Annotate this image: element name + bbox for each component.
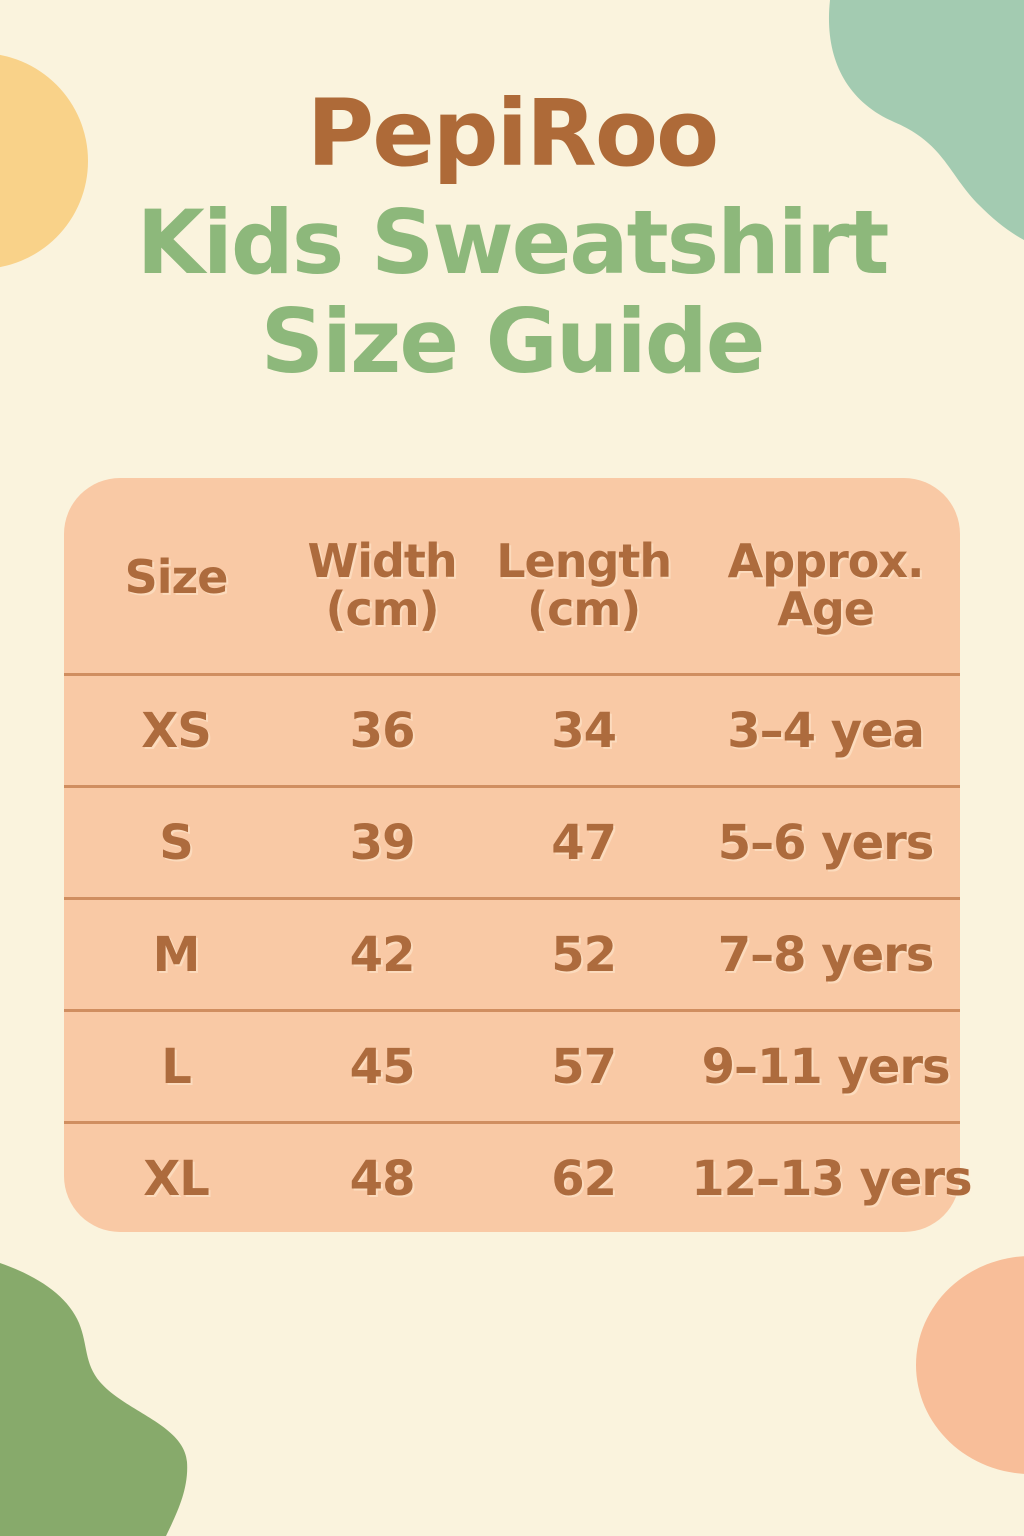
cell-width: 36 (349, 702, 416, 759)
column-header-length: Length (cm) (476, 534, 691, 673)
size-table-card: Size Width (cm) Length (cm) Approx. Age … (64, 478, 973, 1233)
brand-title: PepiRoo (306, 80, 719, 187)
cell-width: 42 (349, 926, 416, 983)
cell-length: 57 (551, 1038, 617, 1095)
cell-age: 9–11 yers (701, 1038, 951, 1095)
poster-subtitle: Kids Sweatshirt Size Guide (0, 190, 1024, 394)
table-row-xl: XL 48 62 12–13 yers (64, 1121, 973, 1233)
column-header-sub: Age (777, 581, 875, 636)
cell-age: 5–6 yers (717, 814, 935, 871)
cell-age: 7–8 yers (717, 926, 935, 983)
table-row-s: S 39 47 5–6 yers (64, 785, 960, 897)
subtitle-line-1: Kids Sweatshirt (136, 190, 890, 294)
poster-header: PepiRoo Kids Sweatshirt Size Guide (0, 80, 1024, 394)
cell-length: 47 (551, 814, 617, 871)
cell-size: M (152, 926, 201, 983)
size-table-header-row: Size Width (cm) Length (cm) Approx. Age (64, 478, 960, 673)
subtitle-line-2: Size Guide (260, 290, 766, 394)
green-blob-bottom-left (0, 1263, 188, 1536)
column-header-sub: (cm) (325, 581, 439, 636)
table-row-xs: XS 36 34 3–4 yea (64, 673, 960, 785)
column-header-label: Length (496, 534, 672, 588)
cell-width: 48 (349, 1150, 416, 1207)
column-header-age: Approx. Age (691, 534, 960, 673)
column-header-size: Size (64, 538, 288, 673)
column-header-label: Width (307, 534, 457, 588)
table-row-m: M 42 52 7–8 yers (64, 897, 960, 1009)
column-header-label: Approx. (727, 534, 925, 588)
cell-length: 34 (551, 702, 617, 759)
table-row-l: L 45 57 9–11 yers (64, 1009, 960, 1121)
teal-blob-top-right (828, 0, 1024, 240)
cell-width: 45 (349, 1038, 416, 1095)
column-header-width: Width (cm) (288, 534, 476, 673)
cell-size: L (161, 1038, 192, 1095)
cell-age: 3–4 yea (727, 702, 925, 759)
cell-length: 52 (551, 926, 617, 983)
column-header-sub: (cm) (527, 581, 641, 636)
cell-age: 12–13 yers (691, 1150, 972, 1207)
column-header-label: Size (124, 550, 229, 604)
cell-size: XS (141, 702, 212, 759)
cell-size: S (159, 814, 194, 871)
cell-length: 62 (551, 1150, 617, 1207)
cell-size: XL (143, 1150, 210, 1207)
peach-circle-blob-bottom-right (916, 1256, 1024, 1474)
cell-width: 39 (349, 814, 416, 871)
